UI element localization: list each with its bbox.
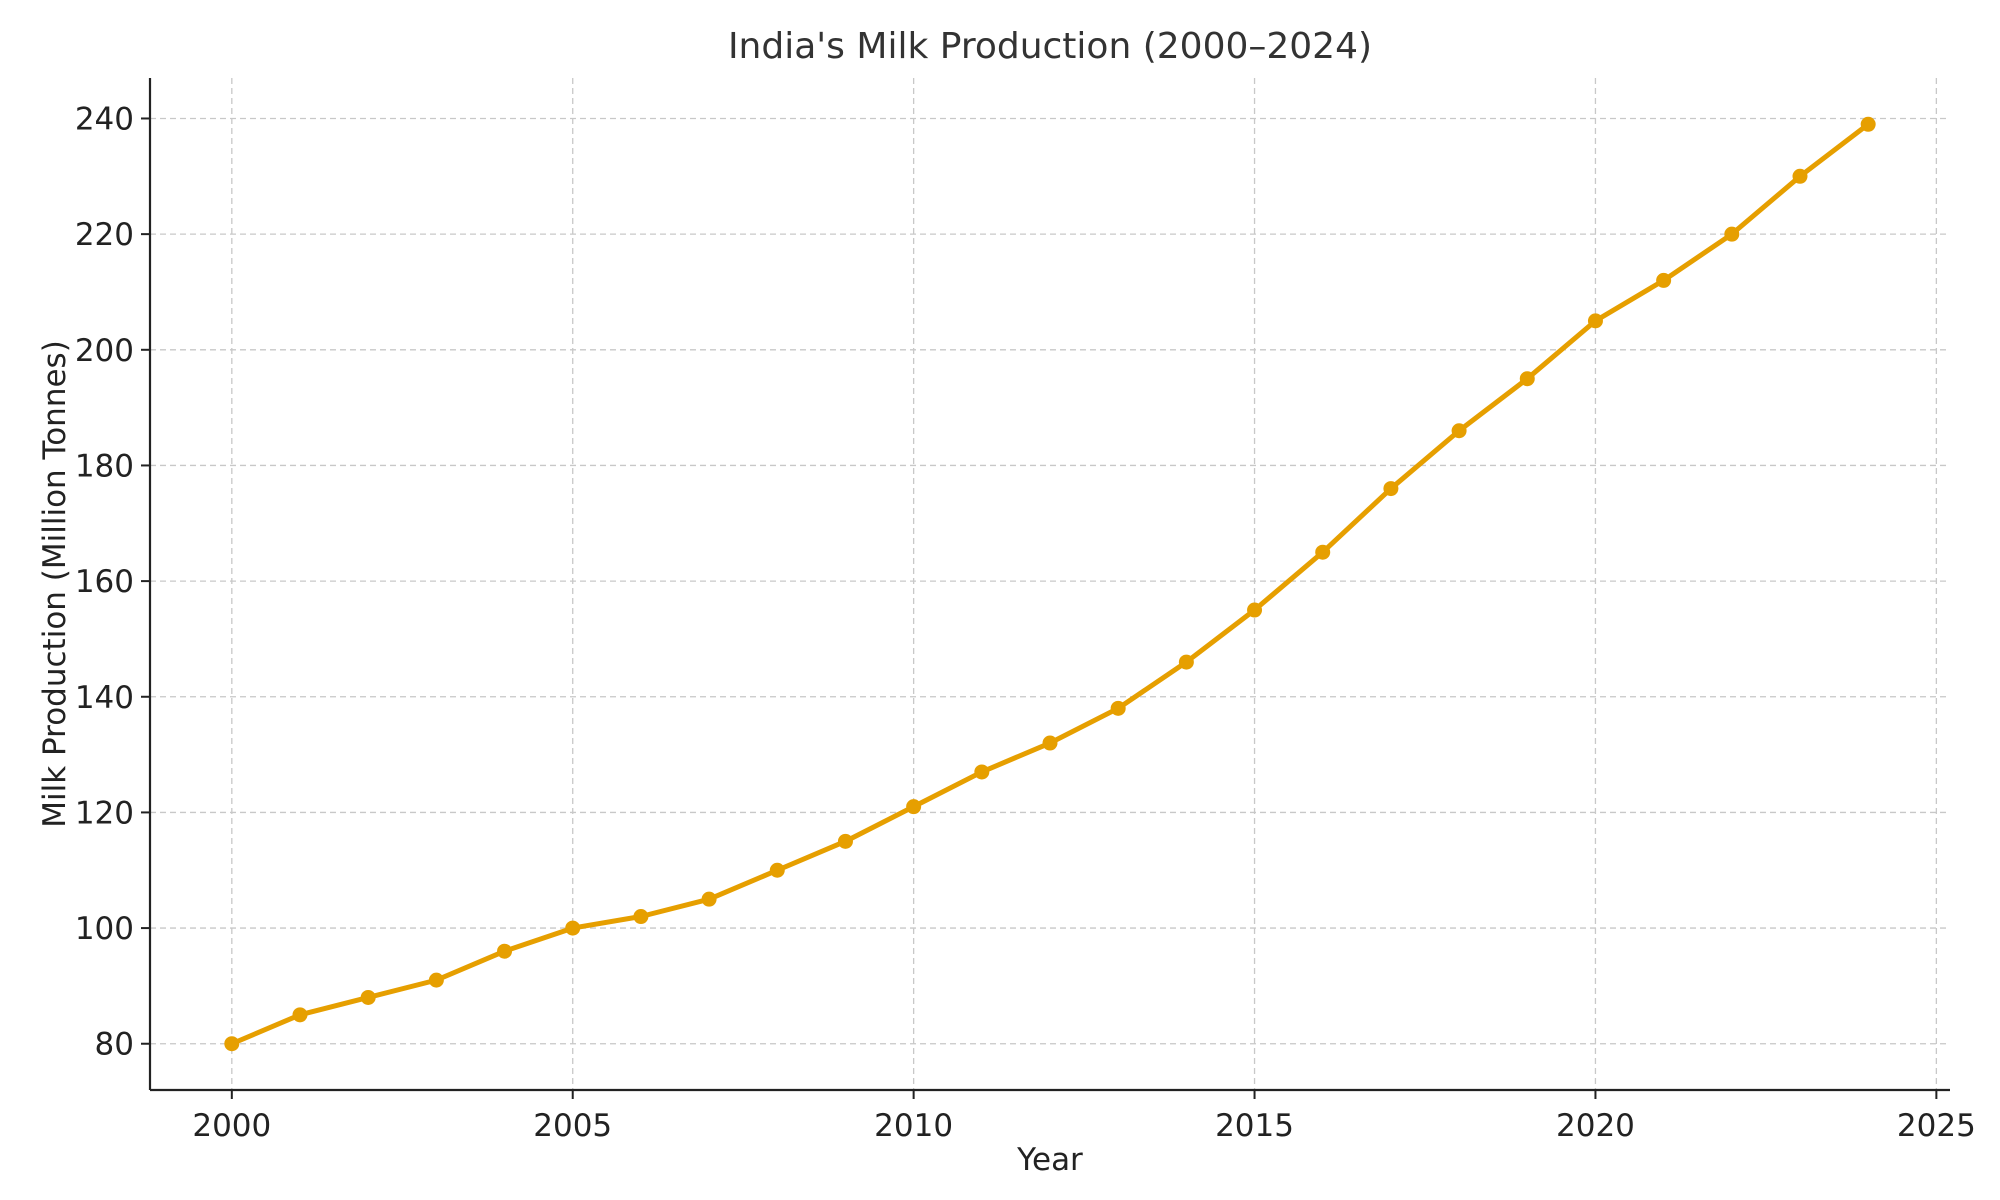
- y-tick-label: 140: [75, 680, 134, 716]
- y-tick-label: 160: [75, 564, 134, 600]
- data-point: [1587, 313, 1603, 329]
- data-point: [1042, 735, 1058, 751]
- axes: [148, 78, 1950, 1092]
- data-point: [769, 862, 785, 878]
- x-tick-label: 2000: [192, 1108, 271, 1144]
- data-point: [1656, 272, 1672, 288]
- data-point: [1315, 544, 1331, 560]
- data-point: [701, 891, 717, 907]
- data-point: [497, 943, 513, 959]
- y-tick-label: 120: [75, 795, 134, 831]
- data-point: [428, 972, 444, 988]
- data-point: [224, 1036, 240, 1052]
- data-point: [1724, 226, 1740, 242]
- y-tick-label: 100: [75, 911, 134, 947]
- grid-lines: [150, 78, 1950, 1090]
- x-tick-label: 2005: [533, 1108, 612, 1144]
- y-tick-label: 240: [75, 101, 134, 137]
- data-point: [1451, 423, 1467, 439]
- data-point: [633, 909, 649, 925]
- data-point: [1178, 654, 1194, 670]
- data-point: [1792, 168, 1808, 184]
- data-point: [837, 833, 853, 849]
- series-line: [229, 121, 1871, 1047]
- y-axis-title: Milk Production (Million Tonnes): [37, 340, 73, 828]
- x-tick-labels: 2000 2005 2010 2015 2020 2025: [192, 1108, 1975, 1144]
- data-point: [1247, 602, 1263, 618]
- data-point: [1519, 371, 1535, 387]
- x-tick-label: 2025: [1897, 1108, 1976, 1144]
- y-tick-label: 200: [75, 333, 134, 369]
- data-point: [1110, 700, 1126, 716]
- y-tick-label: 220: [75, 217, 134, 253]
- y-tick-labels: 80 100 120 140 160 180 200 220 240: [75, 101, 134, 1062]
- data-point: [906, 799, 922, 815]
- x-tick-label: 2010: [874, 1108, 953, 1144]
- data-point: [292, 1007, 308, 1023]
- data-point: [974, 764, 990, 780]
- data-point: [1383, 481, 1399, 497]
- y-tick-label: 80: [95, 1027, 134, 1063]
- y-tick-label: 180: [75, 448, 134, 484]
- data-point: [1860, 116, 1876, 132]
- series-layer: [224, 116, 1876, 1052]
- x-axis-title: Year: [1016, 1142, 1083, 1178]
- data-point: [360, 989, 376, 1005]
- chart-title: India's Milk Production (2000–2024): [728, 26, 1372, 67]
- x-tick-label: 2015: [1215, 1108, 1294, 1144]
- data-point: [565, 920, 581, 936]
- tick-marks: [141, 117, 1938, 1099]
- x-tick-label: 2020: [1556, 1108, 1635, 1144]
